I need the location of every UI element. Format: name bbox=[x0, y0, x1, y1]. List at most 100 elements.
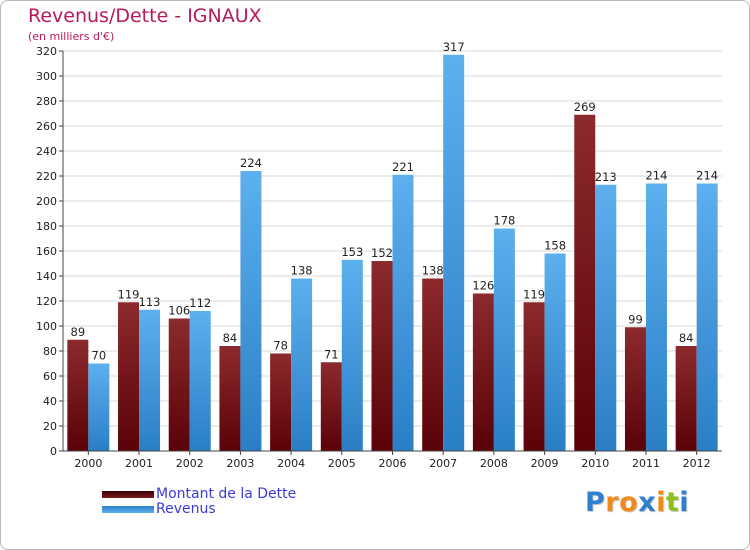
bar-revenue bbox=[696, 183, 718, 451]
bar-debt bbox=[219, 346, 241, 451]
data-label-debt: 119 bbox=[523, 287, 545, 301]
y-tick-label: 120 bbox=[36, 295, 57, 308]
data-label-debt: 119 bbox=[118, 287, 140, 301]
bar-revenue bbox=[341, 259, 363, 451]
bar-debt bbox=[422, 278, 444, 451]
y-tick-label: 260 bbox=[36, 120, 57, 133]
x-tick-label: 2000 bbox=[74, 457, 102, 470]
x-tick-label: 2009 bbox=[531, 457, 559, 470]
y-tick-label: 140 bbox=[36, 270, 57, 283]
logo-letter: x bbox=[638, 487, 657, 518]
y-tick-label: 100 bbox=[36, 320, 57, 333]
bar-revenue bbox=[595, 184, 617, 451]
bar-debt bbox=[523, 302, 545, 451]
bar-revenue bbox=[645, 183, 667, 451]
data-label-debt: 126 bbox=[472, 279, 494, 293]
bar-revenue bbox=[88, 363, 110, 451]
data-label-debt: 84 bbox=[679, 331, 694, 345]
y-tick-label: 200 bbox=[36, 195, 57, 208]
legend-label-revenue: Revenus bbox=[156, 501, 216, 517]
data-label-debt: 99 bbox=[628, 312, 643, 326]
data-label-revenue: 158 bbox=[544, 239, 566, 253]
legend-swatch-debt bbox=[102, 491, 154, 498]
x-tick-label: 2005 bbox=[328, 457, 356, 470]
data-label-revenue: 221 bbox=[392, 160, 414, 174]
data-label-revenue: 317 bbox=[443, 40, 465, 54]
y-tick-label: 220 bbox=[36, 170, 57, 183]
bar-debt bbox=[574, 114, 596, 451]
x-tick-label: 2003 bbox=[226, 457, 254, 470]
data-label-revenue: 138 bbox=[291, 264, 313, 278]
logo-letter: i bbox=[679, 487, 690, 518]
bar-debt bbox=[371, 261, 393, 451]
bar-debt bbox=[67, 339, 89, 451]
bar-debt bbox=[320, 362, 342, 451]
data-label-revenue: 224 bbox=[240, 156, 262, 170]
bar-debt bbox=[675, 346, 697, 451]
legend-swatch-revenue bbox=[102, 506, 154, 513]
bar-debt bbox=[168, 318, 190, 451]
y-tick-label: 0 bbox=[50, 445, 57, 458]
x-tick-label: 2011 bbox=[632, 457, 660, 470]
bar-debt bbox=[472, 293, 494, 451]
x-tick-label: 2008 bbox=[480, 457, 508, 470]
logo-letter: o bbox=[619, 487, 639, 518]
bar-debt bbox=[624, 327, 646, 451]
y-tick-label: 320 bbox=[36, 45, 57, 58]
bar-revenue bbox=[443, 54, 465, 451]
bars bbox=[67, 54, 718, 451]
y-tick-label: 20 bbox=[43, 420, 57, 433]
proxiti-logo: Proxiti bbox=[585, 487, 689, 518]
bar-revenue bbox=[139, 309, 161, 451]
y-tick-label: 300 bbox=[36, 70, 57, 83]
data-label-debt: 84 bbox=[223, 331, 238, 345]
x-tick-label: 2004 bbox=[277, 457, 305, 470]
logo-letter: P bbox=[585, 487, 606, 518]
legend-label-debt: Montant de la Dette bbox=[156, 486, 297, 502]
bar-revenue bbox=[291, 278, 313, 451]
logo-letter: r bbox=[605, 487, 620, 518]
x-tick-label: 2010 bbox=[581, 457, 609, 470]
y-tick-label: 40 bbox=[43, 395, 57, 408]
data-label-debt: 269 bbox=[574, 100, 596, 114]
bar-revenue bbox=[544, 253, 566, 451]
y-tick-label: 180 bbox=[36, 220, 57, 233]
bar-debt bbox=[118, 302, 140, 451]
x-tick-label: 2002 bbox=[176, 457, 204, 470]
data-label-revenue: 113 bbox=[139, 295, 161, 309]
x-tick-label: 2001 bbox=[125, 457, 153, 470]
x-tick-label: 2012 bbox=[683, 457, 711, 470]
logo-letter: t bbox=[665, 487, 680, 518]
data-label-revenue: 178 bbox=[493, 214, 515, 228]
y-tick-label: 280 bbox=[36, 95, 57, 108]
data-label-revenue: 153 bbox=[341, 245, 363, 259]
bar-revenue bbox=[392, 174, 414, 451]
data-label-revenue: 70 bbox=[92, 349, 107, 363]
data-label-revenue: 214 bbox=[696, 169, 718, 183]
chart-title: Revenus/Dette - IGNAUX bbox=[28, 5, 262, 27]
bar-revenue bbox=[240, 171, 262, 451]
y-tick-label: 160 bbox=[36, 245, 57, 258]
data-label-debt: 138 bbox=[422, 264, 444, 278]
bar-revenue bbox=[189, 311, 211, 451]
y-tick-label: 60 bbox=[43, 370, 57, 383]
y-tick-label: 240 bbox=[36, 145, 57, 158]
data-label-debt: 71 bbox=[324, 347, 339, 361]
data-label-revenue: 112 bbox=[189, 296, 211, 310]
logo-letter: i bbox=[656, 487, 666, 518]
x-tick-label: 2006 bbox=[379, 457, 407, 470]
data-label-revenue: 214 bbox=[645, 169, 667, 183]
x-tick-label: 2007 bbox=[429, 457, 457, 470]
axes: 0 20 40 60 80 100 120 140 160 180 200 220 240 260 280 3… bbox=[36, 45, 722, 470]
y-tick-label: 80 bbox=[43, 345, 57, 358]
chart-subtitle: (en milliers d'€) bbox=[28, 30, 115, 43]
data-label-debt: 106 bbox=[168, 304, 190, 318]
data-label-revenue: 213 bbox=[595, 170, 617, 184]
data-label-debt: 89 bbox=[71, 325, 86, 339]
data-label-debt: 152 bbox=[371, 246, 393, 260]
data-label-debt: 78 bbox=[273, 339, 288, 353]
bar-revenue bbox=[493, 228, 515, 451]
